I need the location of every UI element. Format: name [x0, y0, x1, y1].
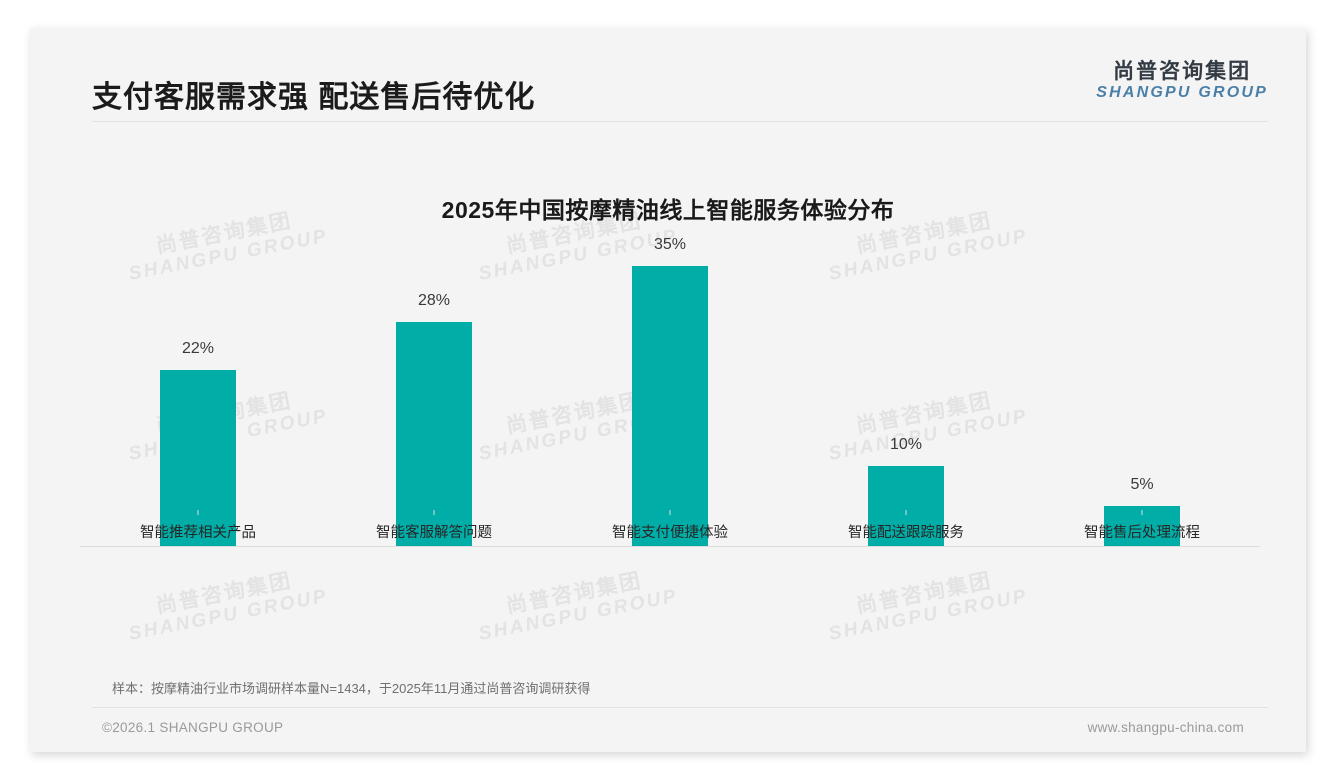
bar-value-label: 22% [181, 340, 215, 357]
bar-value-label: 35% [653, 236, 687, 253]
x-axis-category-label: 智能客服解答问题 [376, 525, 492, 541]
x-axis-category-label: 智能配送跟踪服务 [848, 525, 964, 541]
bar-slot: 28% 智能客服解答问题 [316, 266, 552, 546]
brand-logo: 尚普咨询集团 SHANGPU GROUP [1096, 60, 1268, 103]
x-axis-tick [905, 510, 907, 515]
copyright-text: ©2026.1 SHANGPU GROUP [102, 720, 284, 735]
page-title: 支付客服需求强 配送售后待优化 [92, 81, 536, 114]
footer-divider [92, 707, 1268, 708]
bar[interactable] [868, 466, 944, 546]
bar-slot: 10% 智能配送跟踪服务 [788, 266, 1024, 546]
slide: 尚普咨询集团 SHANGPU GROUP 尚普咨询集团 SHANGPU GROU… [30, 28, 1306, 752]
bar-slot: 5% 智能售后处理流程 [1024, 266, 1260, 546]
chart: 2025年中国按摩精油线上智能服务体验分布 22% 智能推荐相关产品 28% 智… [30, 121, 1306, 661]
bar[interactable] [632, 266, 708, 546]
bar-slot: 35% 智能支付便捷体验 [552, 236, 788, 546]
x-axis-tick [197, 510, 199, 515]
source-note: 样本：按摩精油行业市场调研样本量N=1434，于2025年11月通过尚普咨询调研… [112, 681, 591, 696]
x-axis-line [80, 546, 1260, 547]
slide-header: 支付客服需求强 配送售后待优化 尚普咨询集团 SHANGPU GROUP [30, 28, 1306, 121]
x-axis-category-label: 智能支付便捷体验 [612, 525, 728, 541]
x-axis-tick [433, 510, 435, 515]
slide-footer: ©2026.1 SHANGPU GROUP www.shangpu-china.… [30, 708, 1306, 752]
brand-logo-en: SHANGPU GROUP [1096, 84, 1268, 102]
website-link[interactable]: www.shangpu-china.com [1087, 720, 1244, 735]
header-divider [92, 121, 1268, 122]
x-axis-category-label: 智能售后处理流程 [1084, 525, 1200, 541]
bar[interactable] [160, 370, 236, 546]
bar-slot: 22% 智能推荐相关产品 [80, 266, 316, 546]
bar-value-label: 10% [889, 436, 923, 453]
brand-logo-cn: 尚普咨询集团 [1113, 60, 1252, 83]
x-axis-tick [1141, 510, 1143, 515]
chart-title: 2025年中国按摩精油线上智能服务体验分布 [441, 197, 895, 223]
bar-series: 22% 智能推荐相关产品 28% 智能客服解答问题 35% 智能支付便捷体验 [80, 236, 1260, 546]
bar[interactable] [396, 322, 472, 546]
x-axis-category-label: 智能推荐相关产品 [140, 525, 256, 541]
bar-value-label: 28% [417, 292, 451, 309]
bar-value-label: 5% [1130, 476, 1154, 493]
chart-plot-area: 22% 智能推荐相关产品 28% 智能客服解答问题 35% 智能支付便捷体验 [80, 236, 1260, 583]
x-axis-tick [669, 510, 671, 515]
